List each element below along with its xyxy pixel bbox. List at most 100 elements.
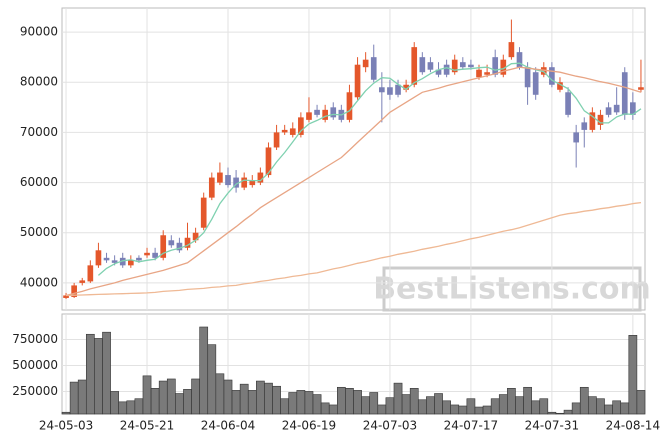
candle-body	[419, 57, 426, 73]
candle-body	[427, 62, 434, 70]
volume-bar	[353, 390, 362, 415]
volume-bar	[61, 411, 71, 415]
volume-bar	[345, 388, 354, 415]
candle-body	[160, 235, 167, 258]
volume-bar	[94, 338, 103, 415]
volume-bar	[264, 382, 273, 415]
candle-body	[119, 257, 126, 266]
candle-body	[127, 260, 134, 266]
volume-bar	[272, 385, 281, 415]
volume-bar	[166, 378, 176, 415]
candle-body	[79, 280, 86, 283]
candle-body	[71, 285, 77, 297]
price-panel	[61, 7, 646, 311]
candle-body	[111, 260, 118, 263]
candle-body	[273, 132, 280, 148]
candle-body	[63, 295, 69, 298]
x-tick-label: 24-08-14	[606, 419, 660, 433]
candle-body	[549, 67, 555, 85]
candle-body	[289, 128, 296, 135]
candle-body	[581, 122, 588, 130]
volume-bar	[571, 402, 581, 415]
candle-body	[557, 82, 563, 90]
candle-body	[200, 197, 207, 228]
grid	[62, 8, 645, 414]
volume-bar	[102, 331, 111, 415]
candle-body	[379, 87, 385, 93]
candle-body	[168, 240, 175, 246]
candle-body	[217, 172, 223, 183]
candle-body	[136, 257, 142, 261]
candle-body	[87, 265, 94, 282]
candle-body	[176, 242, 183, 251]
watermark-frame	[382, 266, 642, 312]
volume-bar	[191, 378, 200, 415]
candle-body	[144, 252, 150, 256]
volume-tick-label: 500000	[12, 358, 58, 372]
candle-body	[225, 175, 231, 186]
volume-bar	[596, 398, 605, 415]
candle-body	[346, 92, 353, 120]
candle-body	[249, 180, 256, 186]
candle-body	[281, 129, 288, 133]
x-tick-label: 24-05-21	[120, 419, 174, 433]
volume-bar	[231, 390, 241, 415]
volume-bar	[110, 391, 119, 415]
candle-body	[451, 59, 458, 73]
candle-body	[435, 69, 442, 75]
candle-body	[298, 117, 304, 135]
x-tick-label: 24-07-31	[525, 419, 579, 433]
volume-bar	[588, 396, 597, 415]
volume-bar	[409, 388, 419, 415]
volume-bar	[466, 398, 476, 415]
volume-bar	[296, 390, 306, 415]
moving-average-line	[65, 201, 642, 297]
volume-bar	[126, 400, 136, 415]
volume-bar	[442, 400, 451, 415]
candle-body	[492, 57, 499, 75]
y-tick-label: 40000	[20, 275, 58, 289]
candle-body	[484, 72, 490, 75]
moving-average-line	[97, 62, 642, 276]
candle-body	[362, 59, 369, 68]
candle-body	[411, 47, 418, 85]
moving-average-line	[65, 66, 642, 297]
candle-body	[265, 147, 272, 176]
volume-bar	[377, 404, 387, 415]
candle-body	[184, 237, 191, 248]
candle-body	[103, 257, 110, 261]
candle-body	[241, 177, 248, 188]
volume-bar	[531, 400, 541, 415]
candle-body	[508, 42, 515, 58]
candle-body	[306, 112, 312, 120]
volume-bar	[498, 394, 508, 415]
volume-bar	[474, 406, 484, 415]
volume-bar	[223, 379, 233, 415]
volume-bar	[134, 398, 144, 415]
volume-bar	[175, 393, 184, 415]
candle-body	[95, 250, 102, 266]
y-tick-label: 70000	[20, 125, 58, 139]
volume-bar	[628, 335, 638, 415]
candle-body	[152, 252, 158, 258]
volume-bar	[555, 412, 565, 415]
candle-body	[516, 52, 523, 68]
x-tick-label: 24-06-19	[282, 419, 336, 433]
volume-bar	[207, 344, 217, 415]
volume-bar	[77, 379, 87, 415]
candle-body	[395, 84, 401, 95]
volume-bar	[426, 396, 435, 415]
volume-bar	[458, 405, 468, 415]
candle-body	[565, 92, 571, 115]
candle-body	[233, 177, 239, 188]
volume-bar	[256, 380, 265, 415]
candle-body	[370, 57, 377, 80]
volume-tick-label: 750000	[12, 332, 58, 346]
volume-bar	[158, 380, 168, 415]
volume-bar	[434, 393, 443, 415]
volume-bar	[417, 399, 427, 415]
volume-bar	[620, 402, 630, 415]
volume-bar	[150, 388, 160, 415]
volume-bar	[539, 398, 549, 415]
y-tick-label: 60000	[20, 175, 58, 189]
